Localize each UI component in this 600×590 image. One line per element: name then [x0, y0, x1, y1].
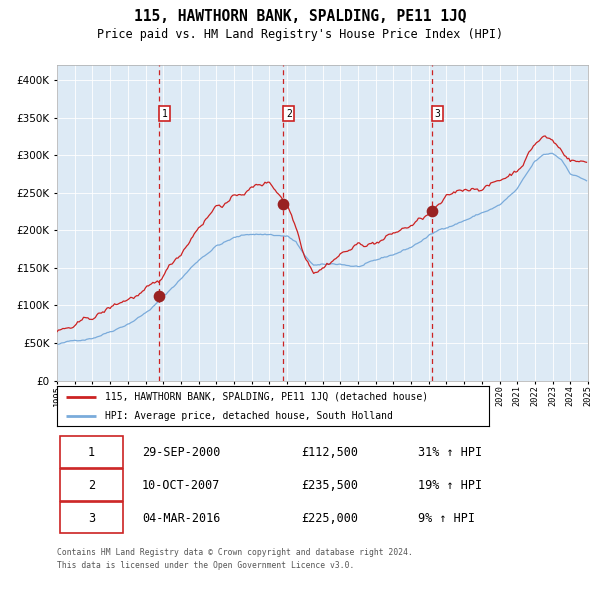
Text: 1: 1: [161, 109, 167, 119]
Text: 1: 1: [88, 446, 95, 459]
Text: 115, HAWTHORN BANK, SPALDING, PE11 1JQ (detached house): 115, HAWTHORN BANK, SPALDING, PE11 1JQ (…: [104, 392, 428, 402]
Text: 10-OCT-2007: 10-OCT-2007: [142, 478, 220, 492]
Point: [154, 291, 164, 301]
Text: £112,500: £112,500: [301, 446, 358, 459]
Text: This data is licensed under the Open Government Licence v3.0.: This data is licensed under the Open Gov…: [57, 560, 355, 569]
Text: Price paid vs. HM Land Registry's House Price Index (HPI): Price paid vs. HM Land Registry's House …: [97, 28, 503, 41]
Text: 2: 2: [88, 478, 95, 492]
Text: 115, HAWTHORN BANK, SPALDING, PE11 1JQ: 115, HAWTHORN BANK, SPALDING, PE11 1JQ: [134, 9, 466, 24]
Text: £235,500: £235,500: [301, 478, 358, 492]
Point: [427, 206, 437, 216]
Text: 3: 3: [434, 109, 440, 119]
Text: Contains HM Land Registry data © Crown copyright and database right 2024.: Contains HM Land Registry data © Crown c…: [57, 548, 413, 556]
Text: HPI: Average price, detached house, South Holland: HPI: Average price, detached house, Sout…: [104, 411, 392, 421]
Text: £225,000: £225,000: [301, 512, 358, 525]
FancyBboxPatch shape: [59, 502, 124, 533]
Text: 04-MAR-2016: 04-MAR-2016: [142, 512, 220, 525]
Text: 3: 3: [88, 512, 95, 525]
Text: 2: 2: [286, 109, 292, 119]
Text: 29-SEP-2000: 29-SEP-2000: [142, 446, 220, 459]
Point: [278, 199, 288, 208]
Text: 31% ↑ HPI: 31% ↑ HPI: [418, 446, 482, 459]
Text: 19% ↑ HPI: 19% ↑ HPI: [418, 478, 482, 492]
Text: 9% ↑ HPI: 9% ↑ HPI: [418, 512, 475, 525]
FancyBboxPatch shape: [59, 469, 124, 500]
FancyBboxPatch shape: [59, 436, 124, 468]
